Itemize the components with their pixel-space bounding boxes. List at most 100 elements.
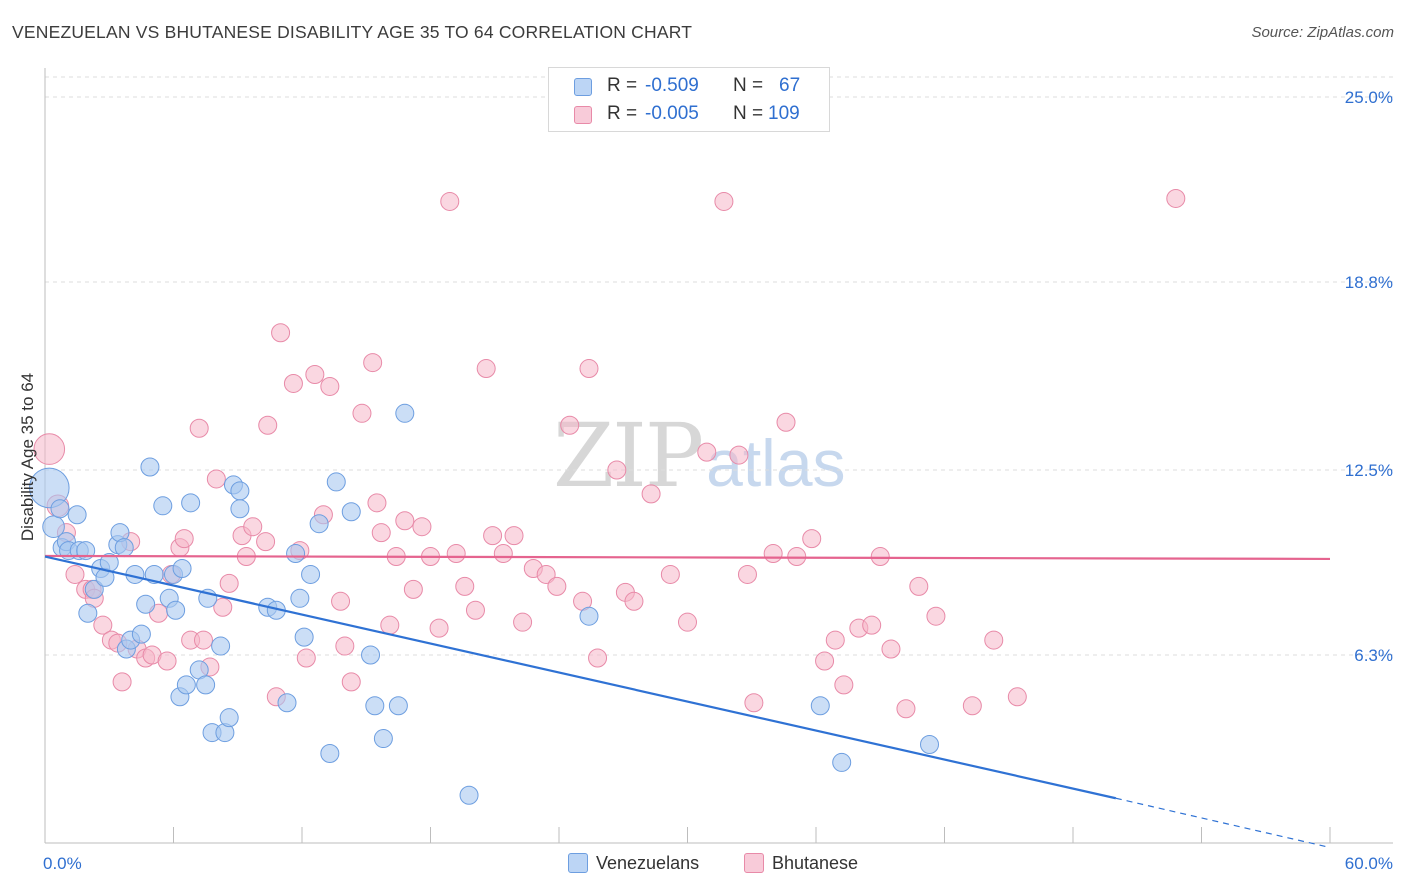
bhutanese-point: [729, 445, 749, 465]
bhutanese-point: [271, 323, 291, 343]
trend-lines: [44, 554, 1331, 849]
venezuelan-point: [211, 636, 231, 656]
watermark: ZIPatlas: [553, 404, 846, 507]
venezuelan-point: [579, 606, 599, 626]
bhutanese-point: [493, 544, 513, 564]
bhutanese-point: [320, 376, 340, 396]
source-label: Source: ZipAtlas.com: [1251, 24, 1394, 41]
bhutanese-point: [776, 412, 796, 432]
bhutanese-point: [65, 564, 85, 584]
venezuelan-point: [373, 729, 393, 749]
bhutanese-point: [588, 648, 608, 668]
bhutanese-point: [213, 597, 233, 617]
bhutanese-point: [455, 576, 475, 596]
venezuelan-point: [230, 481, 250, 501]
venezuelan-point: [290, 588, 310, 608]
bhutanese-point: [112, 672, 132, 692]
bhutanese-point: [624, 591, 644, 611]
venezuelan-point: [230, 499, 250, 519]
bhutanese-point: [331, 591, 351, 611]
series-label-bhutanese: Bhutanese: [772, 853, 859, 873]
venezuelan-point: [172, 558, 192, 578]
y-tick-label: 12.5%: [1345, 461, 1393, 480]
venezuelan-points: [28, 403, 940, 805]
bhutanese-point: [174, 529, 194, 549]
legend-swatch-pink: [574, 106, 592, 124]
venezuelan-point: [219, 708, 239, 728]
bhutanese-point: [93, 615, 113, 635]
venezuelan-point: [395, 403, 415, 423]
bhutanese-point: [926, 606, 946, 626]
bhutanese-point: [870, 547, 890, 567]
legend-n-value: 109: [768, 103, 800, 124]
bhutanese-point: [296, 648, 316, 668]
venezuelan-trend-extension: [1115, 797, 1331, 849]
bhutanese-point: [283, 373, 303, 393]
grid-lines: [45, 76, 1393, 656]
legend-r-value: -0.509: [645, 75, 699, 96]
bhutanese-point: [476, 359, 496, 379]
venezuelan-point: [176, 675, 196, 695]
venezuelan-point: [50, 499, 70, 519]
bhutanese-point: [483, 526, 503, 546]
bhutanese-point: [380, 615, 400, 635]
bhutanese-point: [1007, 687, 1027, 707]
bhutanese-point: [513, 612, 533, 632]
bhutanese-point: [157, 651, 177, 671]
venezuelan-point: [326, 472, 346, 492]
venezuelan-point: [294, 627, 314, 647]
bhutanese-point: [305, 365, 325, 385]
bhutanese-point: [896, 699, 916, 719]
bhutanese-point: [446, 544, 466, 564]
bhutanese-point: [678, 612, 697, 632]
bhutanese-point: [1166, 188, 1186, 208]
legend-n-label: N =: [733, 75, 764, 96]
venezuelan-point: [196, 675, 216, 695]
venezuelan-point: [309, 514, 329, 534]
bhutanese-point: [193, 630, 213, 650]
bhutanese-point: [744, 693, 764, 713]
venezuelan-point: [320, 743, 340, 763]
venezuelan-point: [181, 493, 201, 513]
bhutanese-point: [984, 630, 1004, 650]
series-label-venezuelans: Venezuelans: [596, 853, 700, 873]
venezuelan-point: [341, 502, 361, 522]
venezuelan-point: [140, 457, 160, 477]
bhutanese-point: [815, 651, 835, 671]
bhutanese-trend-line: [44, 554, 1331, 561]
venezuelan-point: [78, 603, 98, 623]
y-tick-label: 18.8%: [1345, 273, 1393, 292]
legend-n-value: 67: [779, 75, 801, 96]
y-axis-title: Disability Age 35 to 64: [18, 373, 37, 541]
venezuelan-point: [166, 600, 186, 620]
x-tick-label-min: 0.0%: [43, 854, 82, 873]
legend-r-value: -0.005: [645, 103, 699, 124]
bhutanese-point: [412, 517, 432, 537]
venezuelan-point: [153, 496, 173, 516]
bhutanese-points: [33, 188, 1186, 719]
bhutanese-point: [825, 630, 845, 650]
y-tick-label: 6.3%: [1354, 646, 1393, 665]
bhutanese-point: [504, 526, 524, 546]
y-tick-label: 25.0%: [1345, 88, 1393, 107]
bhutanese-point: [371, 523, 391, 543]
venezuelan-point: [361, 645, 381, 665]
bhutanese-point: [787, 547, 807, 567]
bhutanese-point: [429, 618, 449, 638]
venezuelan-point: [286, 544, 306, 564]
venezuelan-point: [810, 696, 830, 716]
bhutanese-point: [258, 415, 278, 435]
venezuelan-point: [131, 624, 151, 644]
bhutanese-point: [862, 615, 882, 635]
bhutanese-point: [440, 191, 460, 211]
bhutanese-point: [189, 418, 209, 438]
bhutanese-point: [395, 511, 415, 531]
bhutanese-point: [547, 576, 567, 596]
venezuelan-point: [42, 515, 65, 538]
bhutanese-point: [660, 564, 680, 584]
axes: [44, 68, 1393, 844]
series-legend-bhutanese: Bhutanese: [744, 853, 858, 874]
bhutanese-point: [579, 359, 599, 379]
chart-title: VENEZUELAN VS BHUTANESE DISABILITY AGE 3…: [12, 22, 693, 42]
